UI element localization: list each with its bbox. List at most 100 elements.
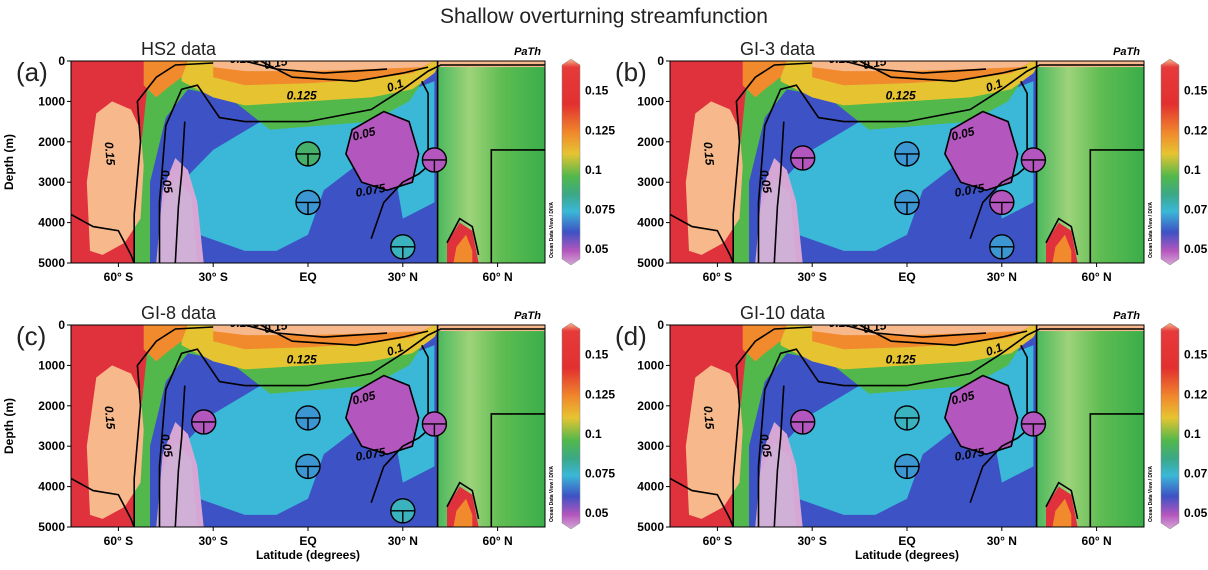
- contour-label: 0.15: [862, 318, 888, 336]
- contour-line: [757, 64, 1144, 263]
- contour-label: 0.05: [158, 433, 176, 459]
- data-marker[interactable]: [1020, 147, 1047, 173]
- contour-line: [1089, 413, 1144, 527]
- colorbar-tick-label: 0.05: [585, 242, 609, 256]
- y-tick-label: 5000: [38, 256, 65, 270]
- data-marker[interactable]: [421, 147, 448, 173]
- panel-title: HS2 data: [141, 39, 217, 59]
- data-marker[interactable]: [295, 453, 321, 480]
- marker-divider: [422, 423, 447, 436]
- contour-line: [843, 61, 987, 74]
- contour-label: 0.05: [351, 388, 377, 408]
- marker-divider: [895, 201, 919, 215]
- contour-line: [1045, 217, 1079, 256]
- contour-line: [773, 385, 785, 527]
- contour-label: 0.075: [355, 181, 387, 200]
- contour-line: [490, 149, 545, 263]
- panel-2: 0.15 0.15 0.125 0.1 0.075 0.05 0.05 0.175 (b) GI-…: [615, 39, 1208, 284]
- contour-line: [969, 344, 1028, 504]
- contour-label: 0.15: [701, 141, 717, 166]
- data-marker[interactable]: [989, 234, 1015, 260]
- x-tick-label: 60° S: [703, 534, 732, 548]
- x-tick-label: 60° N: [1082, 534, 1112, 548]
- data-marker[interactable]: [790, 409, 816, 435]
- panel-label: (a): [16, 57, 48, 87]
- southern-surface-patch: [143, 325, 188, 362]
- data-marker[interactable]: [295, 141, 321, 167]
- panel-label: (c): [16, 321, 46, 351]
- y-tick-label: 2000: [38, 399, 65, 413]
- marker-divider: [390, 510, 415, 523]
- contour-label: 0.05: [757, 433, 775, 459]
- y-tick-label: 4000: [637, 480, 664, 494]
- x-tick-label: 30° S: [797, 534, 826, 548]
- data-marker[interactable]: [894, 189, 920, 216]
- panel-title: GI-3 data: [740, 39, 816, 59]
- y-tick-label: 1000: [38, 94, 65, 108]
- contour-line: [174, 385, 186, 527]
- antarctic-block: [685, 365, 743, 519]
- data-marker[interactable]: [894, 405, 920, 431]
- x-tick-label: 30° N: [987, 270, 1017, 284]
- x-tick-label: 60° S: [104, 270, 133, 284]
- marker-divider: [790, 421, 815, 434]
- north-surface-band: [437, 61, 545, 68]
- contour-line: [670, 213, 734, 263]
- data-marker[interactable]: [894, 453, 920, 480]
- x-tick-label: 30° N: [388, 534, 418, 548]
- data-marker[interactable]: [421, 411, 448, 437]
- y-tick-label: 1000: [38, 358, 65, 372]
- low-value-pool: [345, 111, 419, 191]
- variable-label: PaTh: [514, 310, 541, 322]
- colorbar-tick-label: 0.15: [585, 348, 609, 362]
- x-tick-label: EQ: [299, 534, 316, 548]
- data-marker[interactable]: [295, 405, 321, 431]
- mid-depth-band: [143, 61, 435, 263]
- contour-label: 0.125: [886, 352, 916, 366]
- y-tick-label: 0: [657, 54, 664, 68]
- marker-divider: [296, 201, 320, 215]
- contour-line: [158, 64, 545, 263]
- surface-high-band: [812, 61, 1034, 72]
- data-marker[interactable]: [390, 498, 416, 524]
- data-marker[interactable]: [390, 234, 416, 260]
- x-tick-label: EQ: [299, 270, 316, 284]
- mid-depth-band: [742, 325, 1034, 527]
- contour-label: 0.175: [230, 52, 260, 66]
- y-tick-label: 0: [657, 318, 664, 332]
- y-tick-label: 5000: [38, 520, 65, 534]
- contour-label: 0.15: [701, 405, 717, 430]
- contour-label: 0.175: [829, 316, 859, 330]
- southern-surface-patch: [742, 325, 787, 362]
- contour-line: [944, 110, 1019, 192]
- contour-label: 0.175: [230, 316, 260, 330]
- y-axis-label: Depth (m): [2, 134, 16, 190]
- contour-line: [446, 217, 480, 256]
- contour-line: [370, 80, 429, 240]
- y-tick-label: 1000: [637, 358, 664, 372]
- north-surface-band: [1036, 325, 1144, 332]
- variable-label: PaTh: [1113, 46, 1140, 58]
- marker-divider: [390, 246, 415, 259]
- x-tick-label: 60° N: [483, 534, 513, 548]
- colorbar-tick-label: 0.075: [1184, 467, 1208, 481]
- data-marker[interactable]: [295, 189, 321, 216]
- y-tick-label: 5000: [637, 520, 664, 534]
- contour-line: [757, 328, 1144, 527]
- north-surface-band: [437, 325, 545, 332]
- north-surface-band: [1036, 61, 1144, 68]
- data-marker[interactable]: [790, 145, 816, 171]
- data-marker[interactable]: [894, 141, 920, 167]
- data-marker[interactable]: [989, 189, 1015, 216]
- x-tick-label: 30° N: [987, 534, 1017, 548]
- colorbar-tick-label: 0.05: [1184, 242, 1208, 256]
- x-axis-label: Latitude (degrees): [256, 548, 360, 562]
- contour-line: [670, 477, 734, 527]
- data-marker[interactable]: [1020, 411, 1047, 437]
- contour-line: [345, 110, 420, 192]
- data-marker[interactable]: [191, 409, 217, 435]
- marker-divider: [895, 417, 919, 430]
- colorbar-tick-label: 0.15: [1184, 348, 1208, 362]
- contour-line: [244, 61, 388, 74]
